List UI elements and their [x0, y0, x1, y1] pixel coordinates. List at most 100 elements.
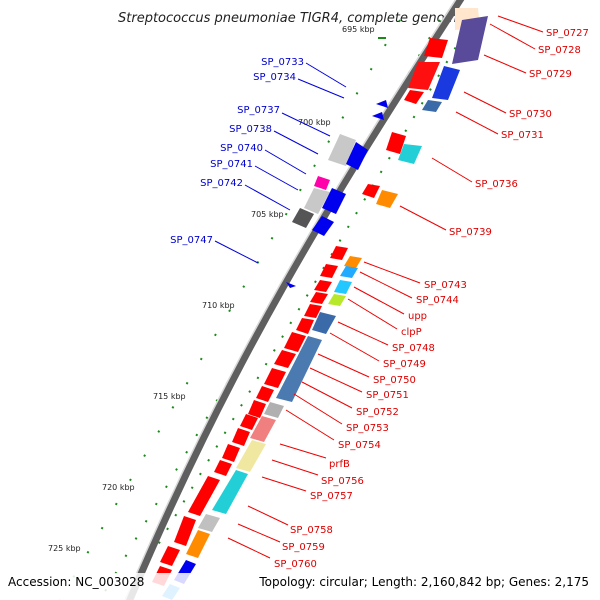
- reverse-strand-genes: [286, 100, 388, 288]
- label-SP_0744[interactable]: SP_0744: [416, 295, 459, 306]
- gene-SP_0739[interactable]: [376, 190, 398, 208]
- kbp-tick-695: 695 kbp: [342, 25, 375, 34]
- kbp-tick-715: 715 kbp: [153, 392, 186, 401]
- gene-SP_0744[interactable]: [340, 266, 358, 278]
- label-SP_0749[interactable]: SP_0749: [383, 359, 426, 370]
- label-SP_0727[interactable]: SP_0727: [546, 28, 589, 39]
- gene-block-l[interactable]: [264, 368, 286, 388]
- label-SP_0748[interactable]: SP_0748: [392, 343, 435, 354]
- gene-SP_0733[interactable]: [376, 100, 388, 108]
- gene-block-q[interactable]: [188, 476, 220, 516]
- gene-SP_0760[interactable]: [186, 530, 210, 558]
- label-SP_0742[interactable]: SP_0742: [200, 178, 243, 189]
- footer-bar: [0, 573, 600, 600]
- gene-block-k[interactable]: [274, 350, 296, 368]
- gene-SP_0750[interactable]: [276, 336, 322, 402]
- gene-block-b[interactable]: [408, 62, 440, 90]
- gene-block-r[interactable]: [160, 546, 180, 566]
- label-SP_0741[interactable]: SP_0741: [210, 159, 253, 170]
- kbp-tick-705: 705 kbp: [251, 210, 284, 219]
- gene-SP_0728[interactable]: [452, 16, 488, 64]
- gene-upp[interactable]: [334, 280, 352, 294]
- gene-prfB[interactable]: [222, 444, 240, 462]
- label-SP_0758[interactable]: SP_0758: [290, 525, 333, 536]
- gene-SP_0759[interactable]: [174, 516, 196, 546]
- label-SP_0760[interactable]: SP_0760: [274, 559, 317, 570]
- label-SP_0737[interactable]: SP_0737: [237, 105, 280, 116]
- gene-block-m[interactable]: [256, 386, 274, 402]
- gene-SP_0747[interactable]: [286, 282, 296, 288]
- map-title: Streptococcus pneumoniae TIGR4, complete…: [118, 11, 465, 26]
- gene-block-h[interactable]: [310, 292, 328, 304]
- gene-SP_0738[interactable]: [346, 142, 368, 170]
- right-gene-labels: SP_0727 SP_0728 SP_0729 SP_0730 SP_0731 …: [227, 15, 589, 570]
- label-upp[interactable]: upp: [408, 311, 427, 322]
- gene-SP_0741[interactable]: [304, 188, 330, 214]
- gene-SP_0740[interactable]: [314, 176, 330, 190]
- gene-SP_0757[interactable]: [212, 470, 248, 514]
- gc-skew-track-outer: [124, 19, 473, 600]
- label-SP_0753[interactable]: SP_0753: [346, 423, 389, 434]
- gene-SP_0730-arrow[interactable]: [404, 90, 424, 104]
- gene-SP_0736[interactable]: [398, 144, 422, 164]
- kbp-ticks: 695 kbp 700 kbp 705 kbp 710 kbp 715 kbp …: [48, 25, 386, 553]
- gene-block-j[interactable]: [296, 318, 314, 334]
- gene-block-n[interactable]: [248, 400, 266, 418]
- gene-SP_0756[interactable]: [214, 460, 232, 476]
- label-SP_0730[interactable]: SP_0730: [509, 109, 552, 120]
- gene-block-g[interactable]: [314, 280, 332, 292]
- label-SP_0751[interactable]: SP_0751: [366, 390, 409, 401]
- gene-block-a[interactable]: [424, 38, 448, 58]
- kbp-tick-700: 700 kbp: [298, 118, 331, 127]
- label-SP_0739[interactable]: SP_0739: [449, 227, 492, 238]
- gene-SP_0731[interactable]: [422, 100, 442, 112]
- gene-block-o[interactable]: [240, 414, 258, 430]
- label-SP_0728[interactable]: SP_0728: [538, 45, 581, 56]
- gene-SP_0749[interactable]: [284, 332, 306, 352]
- label-SP_0738[interactable]: SP_0738: [229, 124, 272, 135]
- accession-text: Accession: NC_003028: [8, 575, 144, 589]
- label-SP_0731[interactable]: SP_0731: [501, 130, 544, 141]
- kbp-tick-720: 720 kbp: [102, 483, 135, 492]
- gene-SP_0748[interactable]: [312, 312, 336, 334]
- label-SP_0729[interactable]: SP_0729: [529, 69, 572, 80]
- gene-block-grey[interactable]: [292, 208, 314, 228]
- gene-block-e[interactable]: [330, 246, 348, 260]
- label-SP_0740[interactable]: SP_0740: [220, 143, 263, 154]
- gene-block-i[interactable]: [304, 304, 322, 318]
- gene-SP_0729[interactable]: [432, 66, 460, 100]
- gene-SP_0758[interactable]: [198, 514, 220, 532]
- gene-SP_0742[interactable]: [322, 188, 346, 214]
- label-SP_0750[interactable]: SP_0750: [373, 375, 416, 386]
- label-SP_0747[interactable]: SP_0747: [170, 235, 213, 246]
- genome-backbone: [124, 0, 465, 600]
- backbone-highlight: [124, 0, 457, 600]
- gene-block-c[interactable]: [386, 132, 406, 154]
- gene-block-blue[interactable]: [312, 216, 334, 236]
- gene-SP_0743[interactable]: [344, 256, 362, 268]
- label-SP_0754[interactable]: SP_0754: [338, 440, 381, 451]
- kbp-tick-725: 725 kbp: [48, 544, 81, 553]
- label-prfB[interactable]: prfB: [329, 459, 350, 470]
- label-SP_0743[interactable]: SP_0743: [424, 280, 467, 291]
- label-SP_0757[interactable]: SP_0757: [310, 491, 353, 502]
- label-SP_0734[interactable]: SP_0734: [253, 72, 296, 83]
- label-SP_0752[interactable]: SP_0752: [356, 407, 399, 418]
- label-SP_0756[interactable]: SP_0756: [321, 476, 364, 487]
- label-SP_0736[interactable]: SP_0736: [475, 179, 518, 190]
- kbp-tick-710: 710 kbp: [202, 301, 235, 310]
- gene-SP_0753[interactable]: [250, 416, 276, 442]
- gene-block-p[interactable]: [232, 428, 250, 446]
- left-gene-labels: SP_0733 SP_0734 SP_0737 SP_0738 SP_0740 …: [170, 57, 347, 264]
- gene-clpP[interactable]: [328, 294, 346, 306]
- gene-SP_0734[interactable]: [372, 112, 384, 120]
- gc-content-track: [59, 19, 401, 600]
- label-SP_0733[interactable]: SP_0733: [261, 57, 304, 68]
- gene-block-f[interactable]: [320, 264, 338, 278]
- gene-SP_0754[interactable]: [236, 440, 266, 472]
- label-SP_0759[interactable]: SP_0759: [282, 542, 325, 553]
- label-clpP[interactable]: clpP: [401, 327, 422, 338]
- gene-block-d[interactable]: [362, 184, 380, 198]
- gene-SP_0752[interactable]: [264, 402, 284, 418]
